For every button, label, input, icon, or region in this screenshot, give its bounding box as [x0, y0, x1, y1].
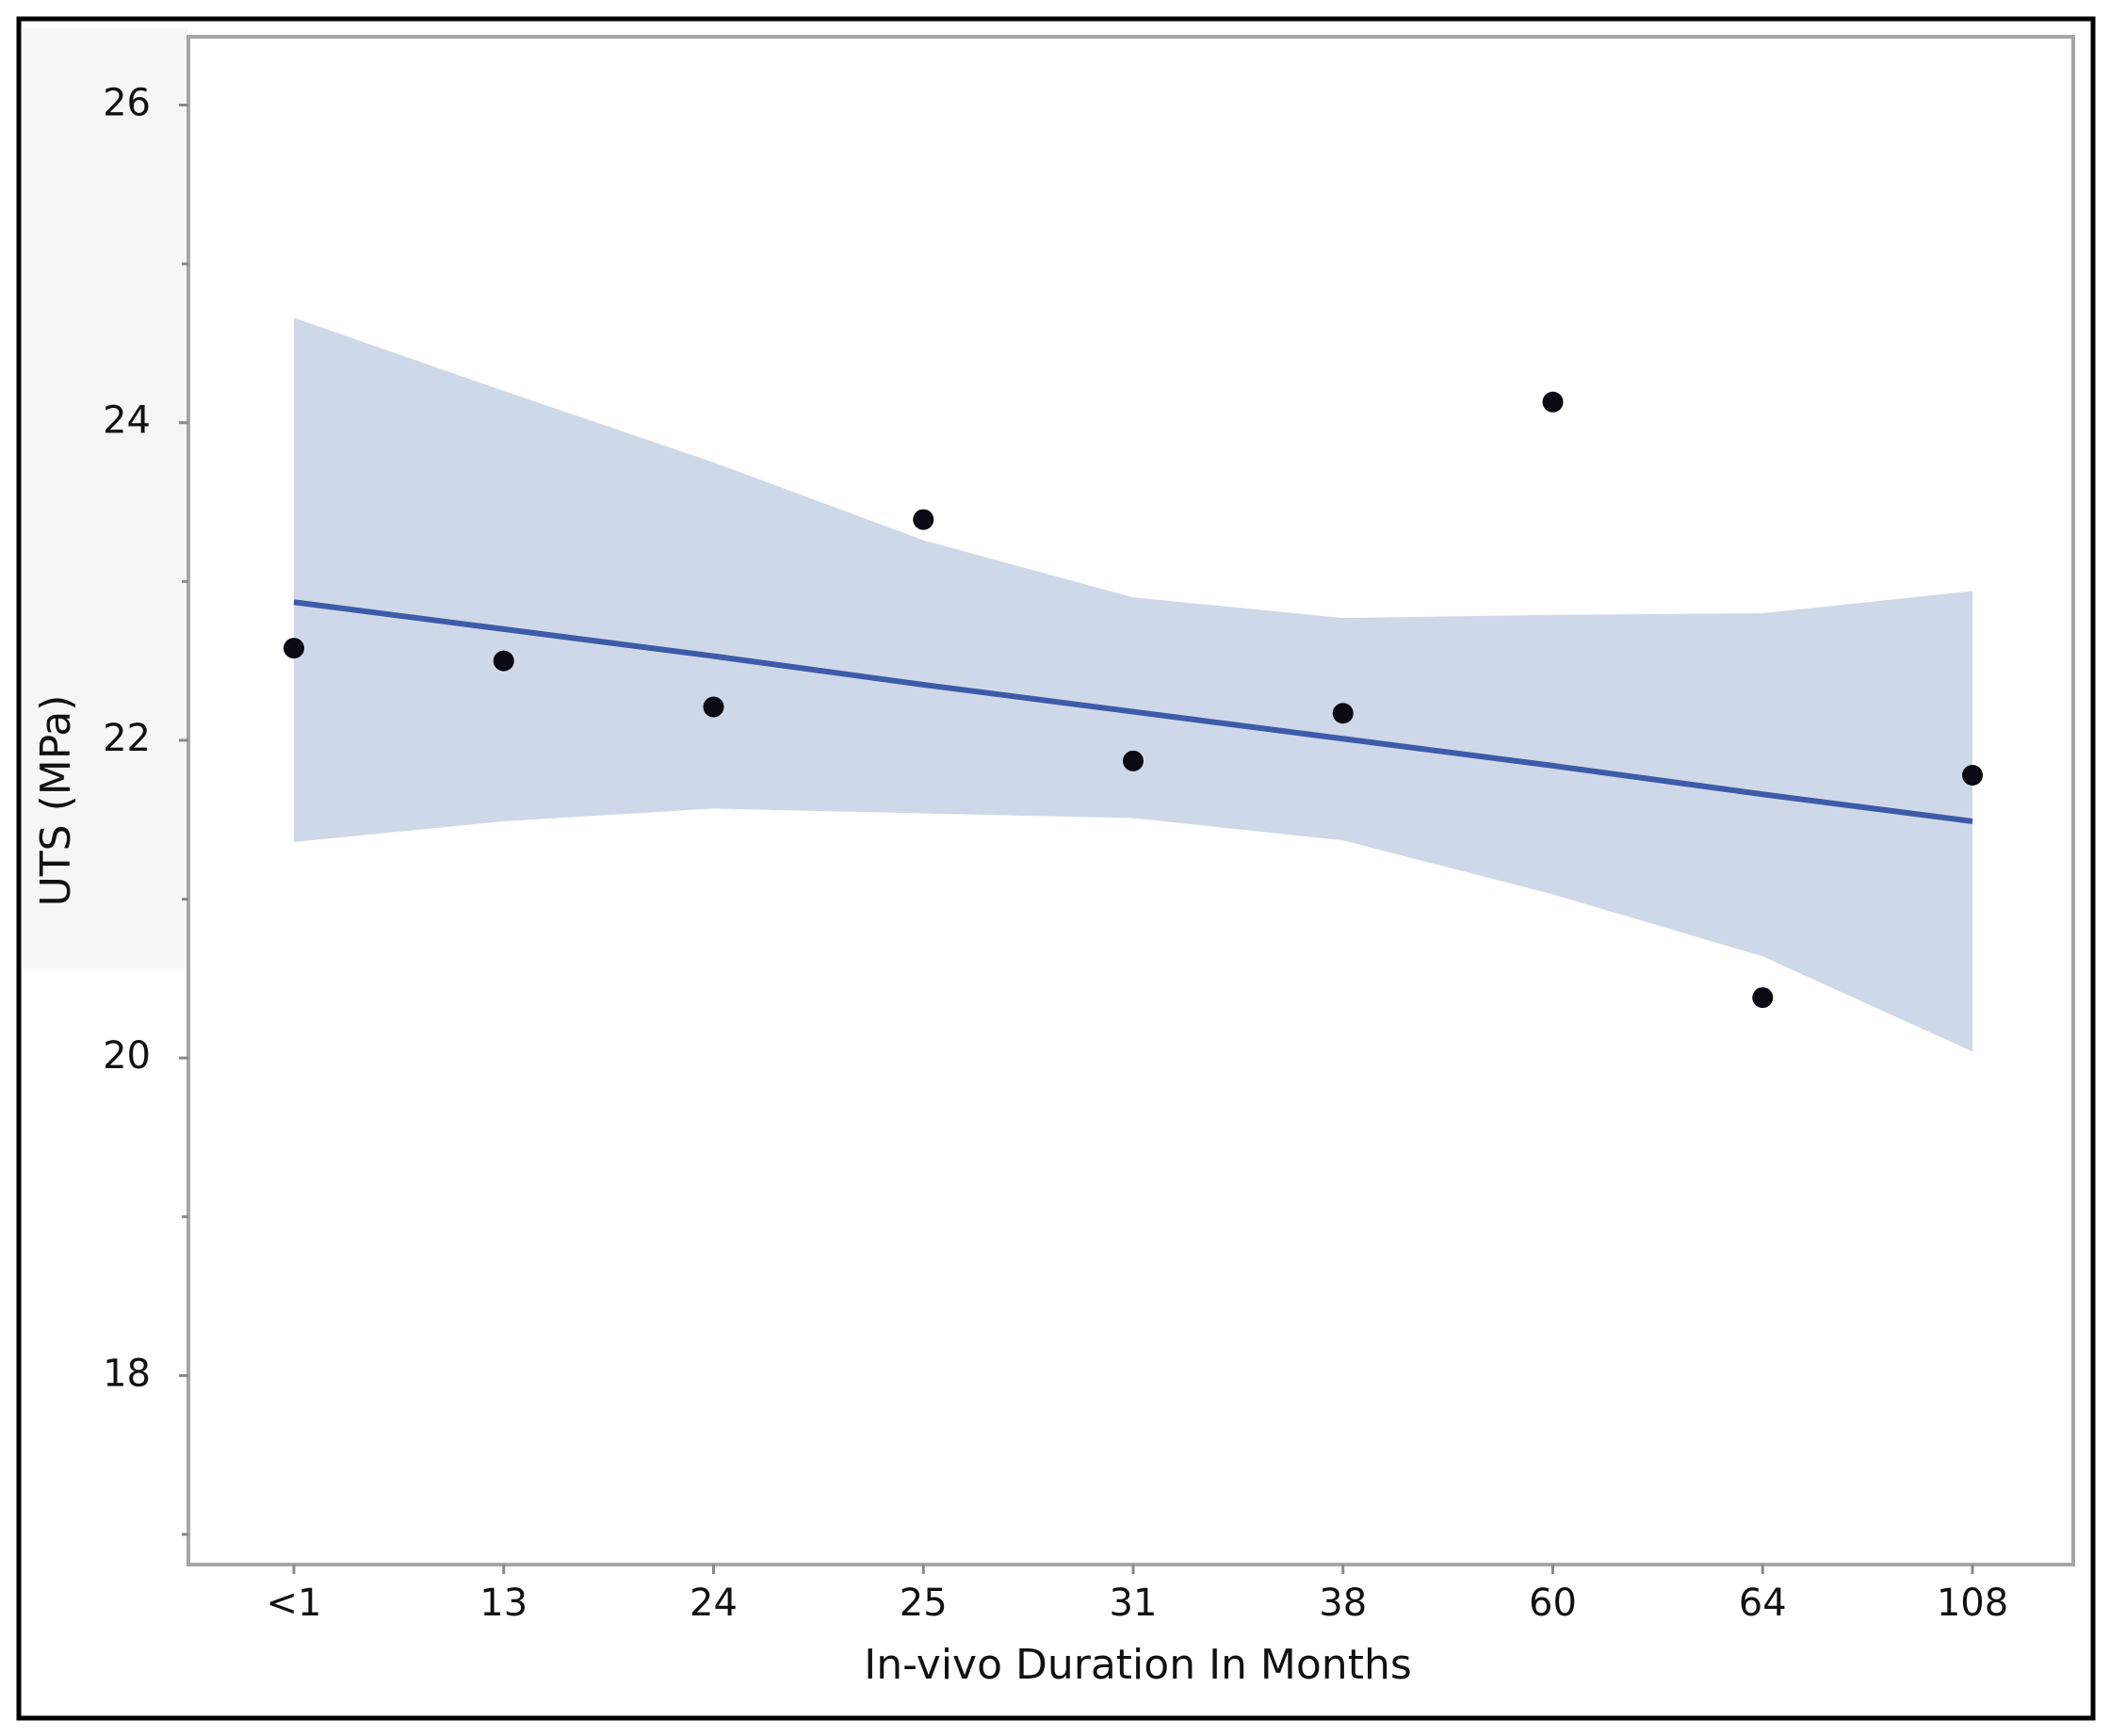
x-axis-label: In-vivo Duration In Months: [864, 1641, 1412, 1689]
data-point: [1962, 765, 1983, 787]
y-tick-label: 22: [103, 717, 151, 760]
background-patch: [23, 28, 188, 968]
x-tick-label: 24: [690, 1582, 738, 1625]
confidence-band: [294, 317, 1972, 1052]
y-tick-label: 26: [103, 82, 151, 125]
x-tick-label: 64: [1739, 1582, 1787, 1625]
data-point: [1752, 987, 1774, 1009]
x-tick-label: 25: [900, 1582, 948, 1625]
x-tick-label: 13: [479, 1582, 528, 1625]
data-point: [913, 509, 934, 530]
y-tick-label: 24: [103, 399, 151, 443]
y-tick-label: 18: [103, 1352, 151, 1395]
x-tick-label: <1: [267, 1582, 322, 1625]
plot-frame: [187, 35, 2075, 1566]
data-point: [1123, 750, 1144, 771]
y-axis-label: UTS (MPa): [32, 695, 80, 907]
y-tick-label: 20: [103, 1034, 151, 1078]
data-point: [703, 696, 724, 718]
data-point: [493, 650, 514, 672]
x-tick-label: 60: [1529, 1582, 1577, 1625]
data-point: [1542, 391, 1564, 413]
x-tick-label: 38: [1319, 1582, 1367, 1625]
x-tick-label: 108: [1937, 1582, 2008, 1625]
data-point: [284, 638, 304, 659]
x-tick-label: 31: [1110, 1582, 1158, 1625]
data-point: [1332, 703, 1354, 724]
fit-line: [293, 599, 1973, 824]
